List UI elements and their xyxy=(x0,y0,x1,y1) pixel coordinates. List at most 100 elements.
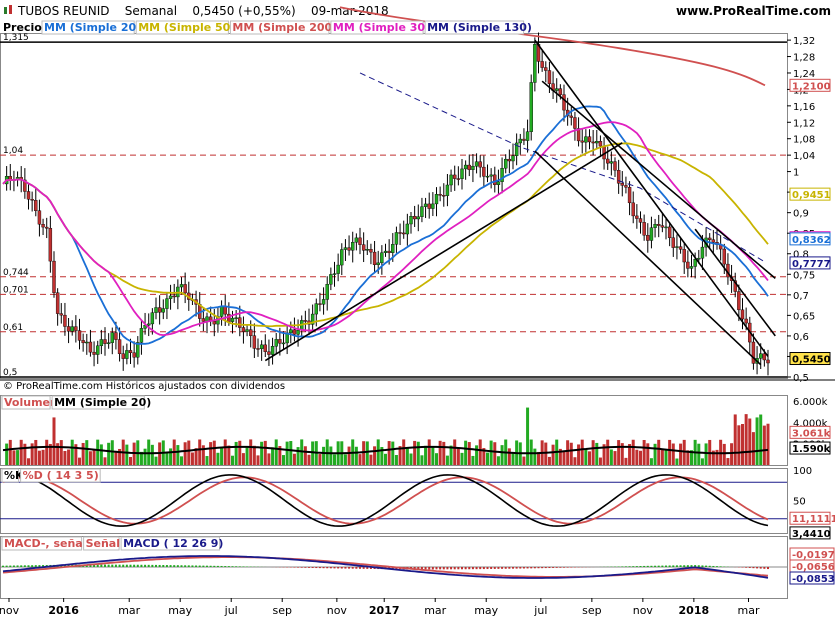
volume-bar xyxy=(653,443,657,465)
macd-histogram-bar xyxy=(362,567,365,569)
x-axis-label: 2017 xyxy=(369,604,400,617)
last-price: 0,5450 (+0,55%) xyxy=(192,4,296,18)
macd-histogram-bar xyxy=(329,567,332,569)
volume-bar xyxy=(263,440,267,465)
macd-histogram-bar xyxy=(337,567,340,569)
candle-body xyxy=(609,161,614,164)
macd-histogram-bar xyxy=(493,567,496,569)
candle-body xyxy=(63,314,67,327)
candle-body xyxy=(427,203,431,209)
candle-body xyxy=(121,353,125,359)
macd-histogram-bar xyxy=(220,565,223,567)
volume-bar xyxy=(642,439,646,465)
candle-body xyxy=(449,174,453,186)
volume-bar xyxy=(365,441,369,465)
volume-bar xyxy=(478,439,482,465)
volume-bar xyxy=(143,448,147,465)
price-y-tick-label: 1,28 xyxy=(793,53,815,64)
candle-body xyxy=(420,206,424,217)
volume-bar xyxy=(588,451,591,465)
macd-histogram-bar xyxy=(639,566,642,567)
volume-bar xyxy=(107,442,111,465)
macd-histogram-bar xyxy=(227,566,230,567)
candle-body xyxy=(471,165,475,170)
candle-body xyxy=(573,117,577,129)
price-legend-item: MM (Simple 50) xyxy=(138,21,235,34)
volume-bar xyxy=(628,444,632,465)
macd-histogram-bar xyxy=(104,564,106,567)
macd-histogram-bar xyxy=(697,565,700,567)
trendline xyxy=(534,150,762,366)
volume-bar xyxy=(16,450,20,465)
volume-bar xyxy=(631,439,635,465)
candle-body xyxy=(241,327,246,332)
support-level-label: 0,701 xyxy=(3,285,29,295)
candle-body xyxy=(336,264,340,274)
macd-histogram-bar xyxy=(759,567,762,569)
candle-body xyxy=(26,191,31,200)
x-axis-label: nov xyxy=(0,604,20,617)
x-axis-label: jul xyxy=(533,604,547,617)
volume-bar xyxy=(271,447,275,465)
candle-body xyxy=(358,237,362,245)
candle-body xyxy=(671,237,675,248)
volume-bar xyxy=(445,455,449,465)
candle-body xyxy=(489,174,493,177)
volume-bar xyxy=(537,451,540,465)
macd-histogram-bar xyxy=(191,565,194,567)
volume-bar xyxy=(12,450,16,465)
volume-bar xyxy=(722,443,726,465)
candle-body xyxy=(587,136,592,143)
candle-body xyxy=(511,155,515,162)
macd-histogram-bar xyxy=(624,566,627,567)
macd-histogram-bar xyxy=(719,566,722,567)
legend-box xyxy=(1,468,20,483)
volume-bar xyxy=(424,445,428,465)
macd-histogram-bar xyxy=(213,565,216,567)
volume-bar xyxy=(139,451,143,465)
candle-body xyxy=(219,306,224,317)
macd-histogram-bar xyxy=(12,565,15,567)
macd-histogram-bar xyxy=(216,565,219,567)
price-y-tick-label: 1,32 xyxy=(793,36,815,47)
volume-bar xyxy=(23,443,27,465)
candle-body xyxy=(230,317,235,322)
macd-histogram-bar xyxy=(173,565,176,567)
candle-body xyxy=(616,169,621,184)
chart-icon xyxy=(4,5,12,14)
candle-body xyxy=(380,252,384,264)
chart-header: TUBOS REUNID Semanal 0,5450 (+0,55%) 09-… xyxy=(0,0,835,20)
price-value-tag-label: 0,5450 xyxy=(792,355,831,366)
candle-body xyxy=(540,61,544,68)
volume-bar xyxy=(96,439,100,465)
macd-histogram-bar xyxy=(125,564,128,567)
volume-bar xyxy=(45,439,49,465)
candle-body xyxy=(649,227,654,241)
macd-histogram-bar xyxy=(31,565,34,567)
candle-body xyxy=(343,247,348,250)
macd-histogram-bar xyxy=(118,564,121,567)
candle-body xyxy=(664,226,668,229)
volume-bar xyxy=(442,441,446,465)
candle-body xyxy=(252,335,257,349)
macd-legend-item: Señal xyxy=(86,537,120,550)
candle-body xyxy=(478,161,482,168)
macd-histogram-bar xyxy=(165,565,168,567)
macd-histogram-bar xyxy=(89,564,92,567)
candle-body xyxy=(245,329,249,332)
candle-body xyxy=(383,250,388,253)
macd-histogram-bar xyxy=(482,567,485,570)
macd-histogram-bar xyxy=(508,567,511,569)
volume-bar xyxy=(169,448,173,465)
candle-body xyxy=(405,223,410,235)
candle-body xyxy=(689,266,694,269)
volume-bar xyxy=(449,445,453,465)
site-link[interactable]: www.ProRealTime.com xyxy=(676,4,831,18)
volume-bar xyxy=(282,455,285,465)
volume-bar xyxy=(322,446,326,465)
candle-body xyxy=(52,260,56,293)
volume-bar xyxy=(405,447,409,465)
macd-histogram-bar xyxy=(552,567,555,568)
volume-bar xyxy=(165,452,169,465)
macd-histogram-bar xyxy=(450,567,453,570)
